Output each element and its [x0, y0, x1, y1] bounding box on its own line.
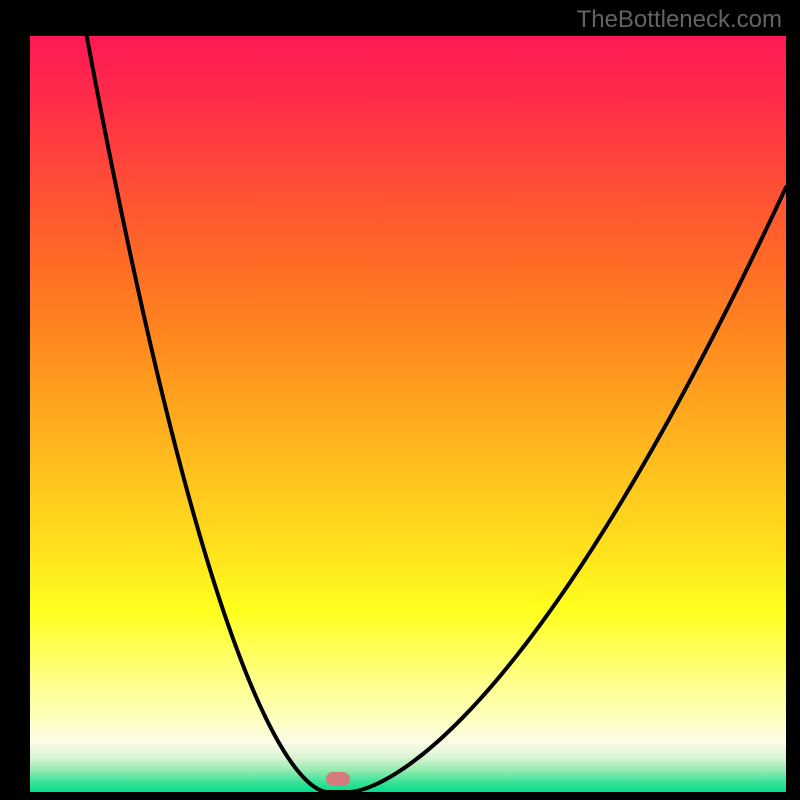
watermark-text: TheBottleneck.com: [577, 6, 782, 34]
optimal-point-marker: [326, 772, 350, 786]
chart-container: TheBottleneck.com: [0, 0, 800, 800]
bottleneck-chart: [30, 36, 786, 792]
bottleneck-curve: [30, 36, 786, 792]
